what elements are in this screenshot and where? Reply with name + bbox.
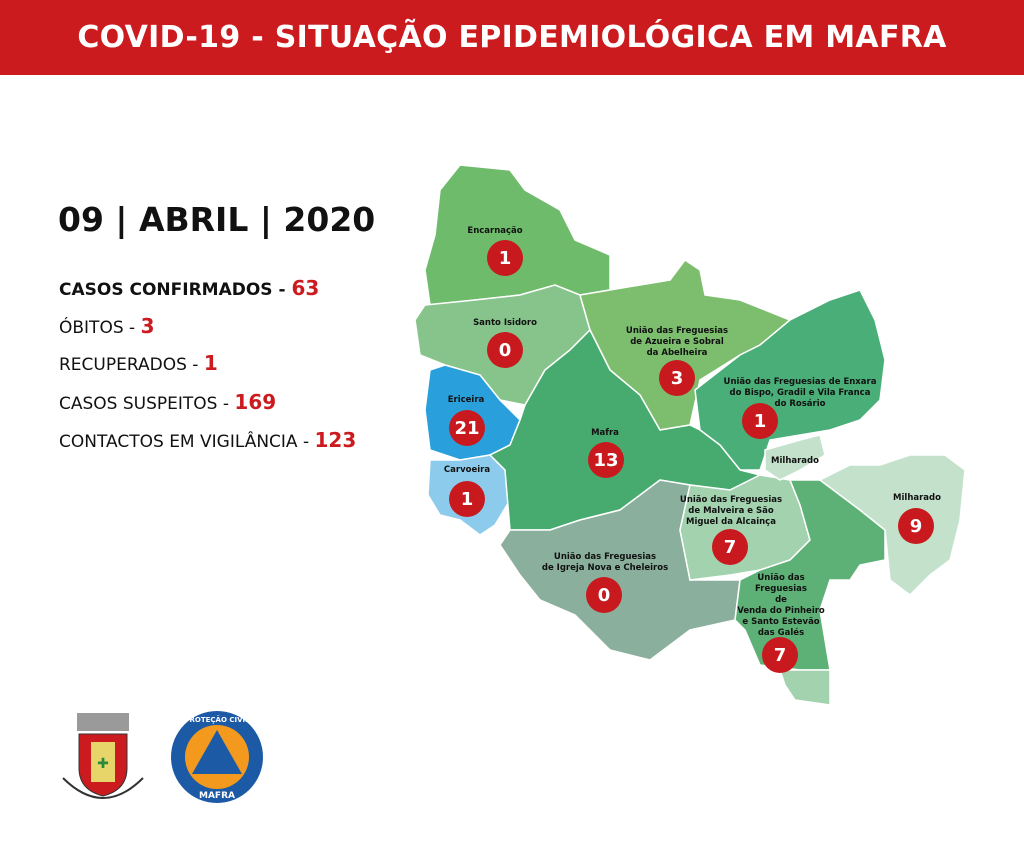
stat-deaths: ÓBITOS - 3 — [59, 314, 155, 338]
count-milharado: 9 — [898, 508, 934, 544]
region-milharado — [818, 454, 966, 596]
label-malveira: União das Freguesias de Malveira e São M… — [679, 495, 783, 527]
label-milharado-small: Milharado — [771, 456, 819, 466]
region-milharado-small — [764, 434, 826, 481]
label-milharado: Milharado — [893, 493, 941, 503]
label-encarnacao: Encarnação — [467, 226, 523, 236]
count-malveira: 7 — [712, 529, 748, 565]
region-tail — [778, 669, 831, 706]
label-ericeira: Ericeira — [447, 395, 485, 405]
count-encarnacao: 1 — [487, 240, 523, 276]
page-title: COVID-19 - SITUAÇÃO EPIDEMIOLÓGICA EM MA… — [77, 20, 947, 55]
count-azueira: 3 — [659, 360, 695, 396]
label-enxara: União das Freguesias de Enxara do Bispo,… — [723, 377, 877, 409]
region-mafra — [488, 328, 763, 531]
label-santo-isidoro: Santo Isidoro — [473, 318, 537, 328]
label-mafra: Mafra — [591, 428, 619, 438]
stat-recovered: RECUPERADOS - 1 — [59, 351, 218, 375]
count-enxara: 1 — [742, 403, 778, 439]
protecao-civil-logo: MAFRA PROTEÇÃO CIVIL — [171, 711, 263, 803]
label-igreja-nova: União das Freguesias de Igreja Nova e Ch… — [541, 552, 669, 573]
svg-text:PROTEÇÃO CIVIL: PROTEÇÃO CIVIL — [184, 715, 250, 724]
municipio-coat-of-arms-logo: ✚ — [62, 713, 144, 799]
count-santo-isidoro: 0 — [487, 332, 523, 368]
count-carvoeira: 1 — [449, 481, 485, 517]
stat-suspected: CASOS SUSPEITOS - 169 — [59, 390, 277, 414]
count-venda-do-pinheiro: 7 — [762, 637, 798, 673]
label-venda-do-pinheiro: União das Freguesias de Venda do Pinheir… — [737, 573, 825, 638]
count-igreja-nova: 0 — [586, 577, 622, 613]
report-date: 09 | ABRIL | 2020 — [58, 200, 376, 239]
svg-text:✚: ✚ — [97, 756, 109, 772]
label-carvoeira: Carvoeira — [443, 465, 491, 475]
stat-confirmed: CASOS CONFIRMADOS - 63 — [59, 276, 320, 300]
stat-surveillance: CONTACTOS EM VIGILÂNCIA - 123 — [59, 428, 357, 452]
count-mafra: 13 — [588, 442, 624, 478]
svg-text:MAFRA: MAFRA — [199, 791, 235, 801]
count-ericeira: 21 — [449, 410, 485, 446]
label-azueira: União das Freguesias de Azueira e Sobral… — [625, 326, 729, 358]
header-banner: COVID-19 - SITUAÇÃO EPIDEMIOLÓGICA EM MA… — [0, 0, 1024, 75]
